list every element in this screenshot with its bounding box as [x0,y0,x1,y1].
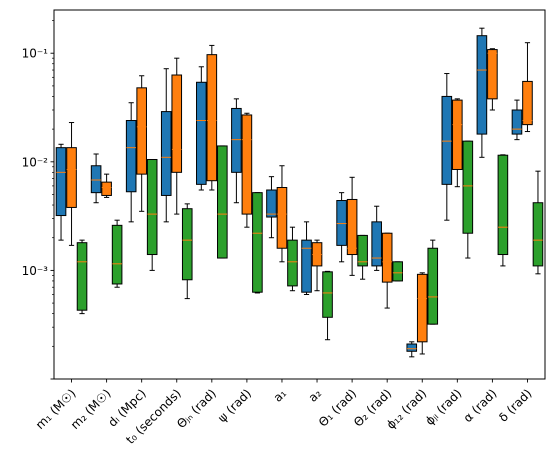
y-tick-label: 10⁻³ [22,264,49,278]
box [196,81,207,185]
box-group [371,205,382,271]
box-group [441,73,453,221]
box [476,35,488,135]
box-group [287,226,298,292]
box-group [381,232,393,309]
box-group [160,68,172,223]
box-group [196,66,207,191]
box-group [136,75,147,212]
box [406,343,418,352]
box [357,234,368,267]
box [136,87,147,175]
box [416,273,428,343]
box [462,140,474,234]
box [511,109,523,135]
box [522,80,533,126]
box [171,74,183,173]
box [427,247,439,325]
box-group [452,98,463,188]
box-group [101,173,112,198]
box-group [90,153,102,204]
y-axis: 10⁻³ 10⁻² 10⁻¹ [22,20,54,380]
x-tick-label: δ (rad) [496,386,534,424]
box-group [111,219,123,288]
box [266,189,277,218]
box [392,261,403,282]
box-group [357,234,368,280]
box [322,271,333,318]
box [55,147,67,217]
box [217,145,228,259]
x-tick-label: Θ₁ (rad) [316,386,359,429]
box [206,54,218,182]
x-axis: m₁ (M☉)m₂ (M☉)dₗ (Mpc)t₀ (seconds)Θⱼₙ (r… [33,379,535,447]
box-group [336,192,347,263]
boxes-layer [55,27,544,358]
box-group [231,98,242,204]
x-tick-label: Θⱼₙ (rad) [174,386,219,431]
box [381,232,393,283]
box-group [487,48,498,111]
box-group [522,42,533,133]
box-group [532,170,544,275]
box [371,221,382,267]
x-tick-label: ψ (rad) [215,386,254,425]
box [181,208,193,281]
y-tick-label: 10⁻¹ [22,47,49,61]
box [231,107,242,173]
box-group [125,102,137,223]
box-group [181,203,193,300]
box [241,114,253,215]
box [346,198,358,256]
box-group [252,192,263,294]
box [76,242,88,311]
box-group [462,140,474,259]
x-tick-label: a₂ [306,386,325,405]
x-tick-label: a₁ [271,386,290,405]
box [125,120,137,193]
box [146,159,158,256]
box-group [476,27,488,158]
box-group [346,176,358,276]
box-group [217,145,228,259]
box [497,154,509,256]
box [532,202,544,267]
box-group [146,159,158,271]
box [301,239,312,293]
box-group [392,261,403,282]
box-group [266,176,277,239]
box-group [171,57,183,215]
box [66,147,77,208]
box [90,165,102,194]
box-group [276,165,288,263]
box-group [55,143,67,241]
box-group [76,239,88,315]
box [101,181,112,196]
box [111,224,123,285]
box-group [427,239,439,325]
box-group [416,272,428,355]
box [336,200,347,246]
box-group [322,270,333,341]
y-tick-label: 10⁻² [22,155,49,169]
x-tick-label: ϕⱼₗ (rad) [423,386,465,428]
box-group [497,154,509,267]
box [287,239,298,287]
box-group [311,239,323,292]
box-group [241,112,253,228]
box-group [511,99,523,141]
box-group [301,221,312,295]
box-group [66,122,77,246]
box [160,111,172,196]
box [441,95,453,185]
box [276,187,288,249]
x-tick-label: α (rad) [461,386,500,425]
box-group [406,341,418,358]
box [452,99,463,170]
box-group [206,44,218,191]
box [252,192,263,293]
box [487,49,498,100]
